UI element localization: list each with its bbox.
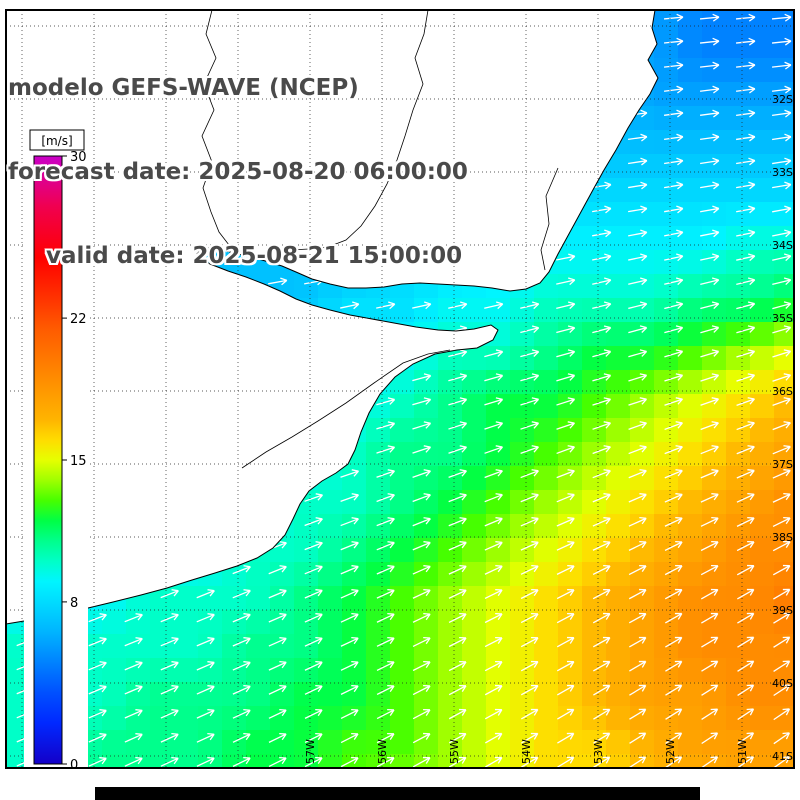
graticule-grid (6, 10, 794, 768)
svg-text:34S: 34S (772, 239, 793, 252)
colorbar-tick-label: 22 (70, 312, 87, 327)
svg-text:38S: 38S (772, 531, 793, 544)
svg-text:32S: 32S (772, 93, 793, 106)
river-lines (201, 10, 559, 469)
svg-text:39S: 39S (772, 604, 793, 617)
colorbar-unit-box (29, 129, 85, 151)
footer-bar (95, 787, 700, 800)
colorbar-tick-label: 15 (70, 454, 87, 469)
colorbar: [m/s] 30 22 15 8 0 (24, 126, 88, 776)
latitude-labels: 32S 33S 34S 35S 36S 37S 38S 39S 40S 41S (772, 93, 793, 763)
svg-text:33S: 33S (772, 166, 793, 179)
svg-text:37S: 37S (772, 458, 793, 471)
longitude-labels: 57W 56W 55W 54W 53W 52W 51W (304, 739, 749, 764)
svg-text:55W: 55W (448, 739, 461, 764)
svg-text:56W: 56W (376, 739, 389, 764)
svg-text:36S: 36S (772, 385, 793, 398)
svg-text:41S: 41S (772, 750, 793, 763)
svg-text:52W: 52W (664, 739, 677, 764)
svg-text:51W: 51W (736, 739, 749, 764)
colorbar-gradient (33, 155, 63, 765)
svg-text:40S: 40S (772, 677, 793, 690)
map-border (5, 9, 795, 769)
colorbar-tick-label: 8 (70, 596, 78, 611)
colorbar-unit-label: [m/s] (41, 134, 72, 148)
svg-text:53W: 53W (592, 739, 605, 764)
colorbar-tick-label: 30 (70, 150, 87, 165)
valid-date-line: valid date: 2025-08-21 15:00:00 (46, 243, 463, 269)
forecast-date-line: forecast date: 2025-08-20 06:00:00 (8, 159, 468, 185)
model-title: modelo GEFS-WAVE (NCEP) (8, 75, 359, 101)
colorbar-tick-label: 0 (70, 758, 78, 773)
svg-text:57W: 57W (304, 739, 317, 764)
svg-text:54W: 54W (520, 739, 533, 764)
svg-text:35S: 35S (772, 312, 793, 325)
title-block: modelo GEFS-WAVE (NCEP) forecast date: 2… (8, 18, 468, 326)
